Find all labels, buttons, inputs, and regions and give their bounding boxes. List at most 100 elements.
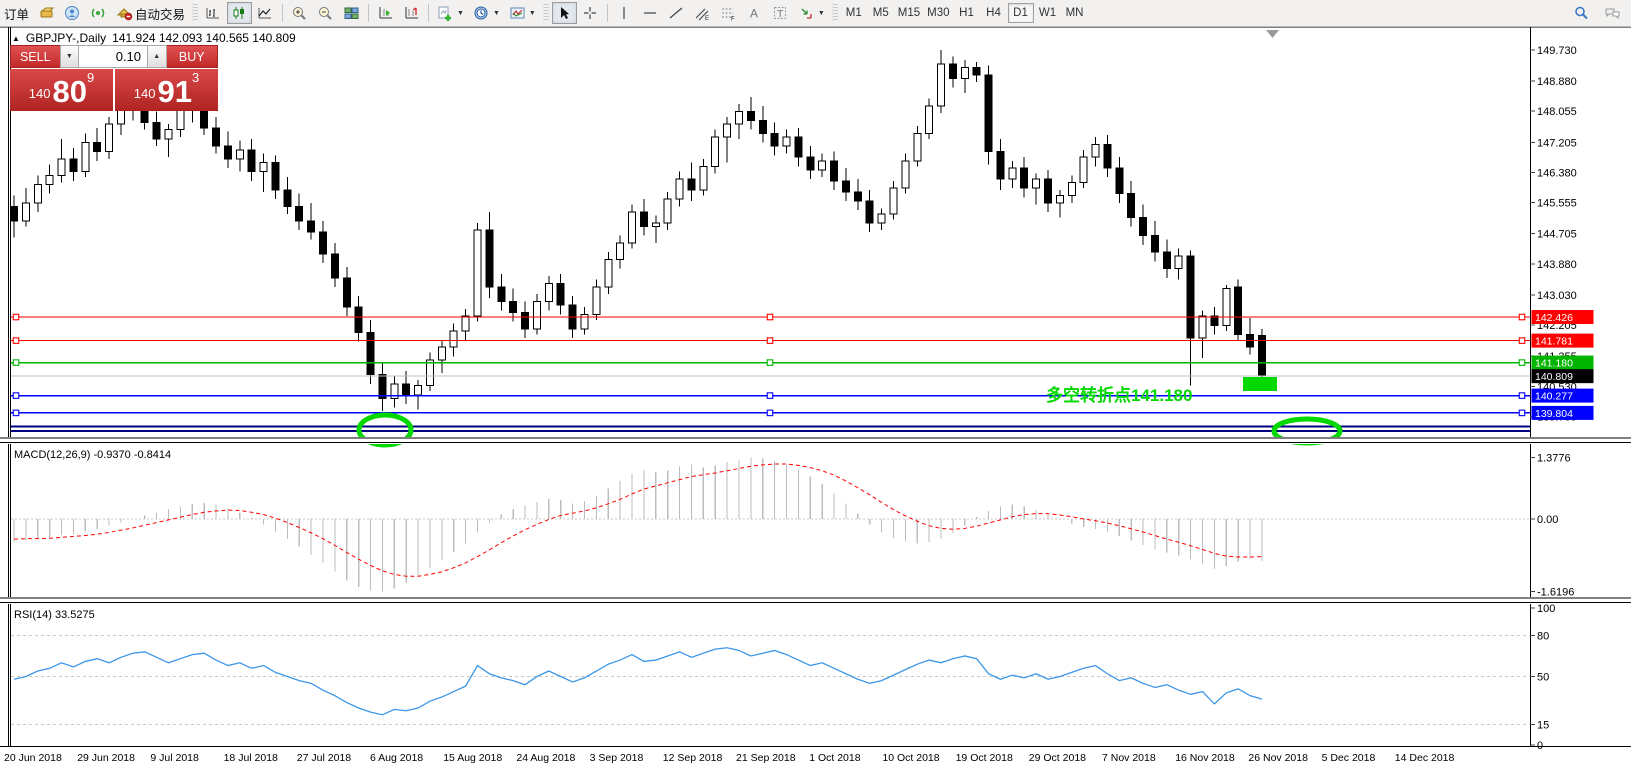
community-icon [64, 5, 81, 21]
rsi-axis-label: 100 [1537, 603, 1555, 615]
date-label: 14 Dec 2018 [1395, 752, 1455, 764]
buy-price-pip: 3 [191, 70, 200, 85]
periods-button[interactable]: ▼ [469, 2, 504, 24]
price-axis[interactable]: 149.730 148.880 148.055 147.205 146.380 145.5… [1530, 27, 1594, 752]
new-order-button[interactable]: 订单 [0, 2, 33, 24]
templates-button[interactable]: ▼ [505, 2, 540, 24]
chart-shift-button[interactable] [399, 2, 424, 24]
price-tick-label: 145.555 [1537, 198, 1577, 210]
toolbar-grip [831, 4, 838, 22]
horizontal-line-139.804[interactable] [11, 409, 1530, 417]
candlestick-button[interactable] [227, 2, 253, 24]
timeframe-mn-button[interactable]: MN [1062, 3, 1088, 23]
macd-histogram [13, 457, 1263, 592]
chat-button[interactable] [1600, 2, 1625, 24]
arrows-button[interactable]: ▼ [794, 2, 829, 24]
tile-windows-button[interactable] [339, 2, 364, 24]
timeframe-m15-button[interactable]: M15 [895, 3, 923, 23]
ohlc-values: 141.924 142.093 140.565 140.809 [112, 31, 296, 45]
trendline-button[interactable] [664, 2, 689, 24]
text-label-button[interactable]: T [768, 2, 793, 24]
line-chart-button[interactable] [253, 2, 278, 24]
price-tick-label: 146.380 [1537, 167, 1577, 179]
price-tick-label: 148.055 [1537, 106, 1577, 118]
sell-price-pip: 9 [86, 70, 95, 85]
horizontal-line-140.277[interactable] [11, 392, 1530, 399]
svg-text:F: F [731, 17, 735, 22]
template-icon [509, 5, 526, 21]
gold-box-icon [38, 5, 55, 21]
date-label: 5 Dec 2018 [1322, 752, 1376, 764]
buy-price-display[interactable]: 140 91 3 [115, 69, 218, 111]
text-icon: A [746, 5, 763, 21]
search-button[interactable] [1569, 2, 1594, 24]
channel-button[interactable]: E [690, 2, 715, 24]
sell-price-display[interactable]: 140 80 9 [10, 69, 113, 111]
candlestick-icon [231, 5, 248, 21]
date-label: 12 Sep 2018 [663, 752, 723, 764]
date-label: 3 Sep 2018 [590, 752, 644, 764]
vertical-line-button[interactable] [612, 2, 637, 24]
crosshair-button[interactable] [578, 2, 603, 24]
sell-button[interactable]: SELL [10, 45, 60, 68]
time-axis[interactable]: 20 Jun 2018 29 Jun 2018 9 Jul 2018 18 Jul 2… [0, 745, 1631, 765]
line-chart-icon [257, 5, 274, 21]
date-label: 20 Jun 2018 [4, 752, 62, 764]
timeframe-h4-button[interactable]: H4 [981, 3, 1007, 23]
timeframe-m5-button[interactable]: M5 [868, 3, 894, 23]
trendline-icon [668, 5, 685, 21]
macd-axis-label: 0.00 [1537, 514, 1558, 526]
zoom-in-button[interactable] [287, 2, 312, 24]
rsi-pane[interactable]: RSI(14) 33.5275 [11, 609, 1530, 725]
search-icon [1573, 5, 1590, 21]
price-tick-label: 147.205 [1537, 137, 1577, 149]
date-label: 15 Aug 2018 [443, 752, 502, 764]
horizontal-line-button[interactable] [638, 2, 663, 24]
timeframe-d1-button[interactable]: D1 [1007, 3, 1034, 23]
date-label: 10 Oct 2018 [882, 752, 939, 764]
chevron-down-icon: ▼ [528, 9, 536, 17]
volume-input[interactable] [79, 45, 148, 68]
market-watch-button[interactable] [34, 2, 59, 24]
timeframe-m30-button[interactable]: M30 [924, 3, 952, 23]
autoscroll-button[interactable] [373, 2, 398, 24]
rsi-label: RSI(14) 33.5275 [14, 609, 95, 621]
horizontal-line-141.781[interactable] [11, 337, 1530, 344]
rsi-line [13, 647, 1263, 716]
rsi-axis-label: 50 [1537, 672, 1549, 684]
timeframe-h1-button[interactable]: H1 [954, 3, 980, 23]
price-pane[interactable]: 多空转折点141.180 [10, 30, 1531, 448]
horizontal-line-141.18[interactable] [11, 359, 1530, 366]
volume-decrease-button[interactable]: ▼ [59, 45, 80, 68]
date-label: 18 Jul 2018 [224, 752, 278, 764]
zoom-out-button[interactable] [313, 2, 338, 24]
zoom-out-icon [317, 5, 334, 21]
timeframe-m1-button[interactable]: M1 [841, 3, 867, 23]
bar-chart-button[interactable] [201, 2, 226, 24]
signals-button[interactable] [86, 2, 111, 24]
new-chart-button[interactable]: ▼ [433, 2, 468, 24]
buy-button[interactable]: BUY [166, 45, 219, 68]
line-price-label: 139.804 [1535, 408, 1573, 420]
collapse-panel-icon[interactable]: ▲ [12, 33, 20, 43]
rsi-axis-label: 80 [1537, 630, 1549, 642]
macd-axis-label: 1.3776 [1537, 452, 1571, 464]
fibonacci-button[interactable]: F [716, 2, 741, 24]
chart-shift-icon [403, 5, 420, 21]
chat-icon [1604, 5, 1621, 21]
horizontal-line-142.426[interactable] [11, 313, 1530, 321]
buy-price-big: 91 [157, 74, 192, 109]
text-button[interactable]: A [742, 2, 767, 24]
volume-increase-button[interactable]: ▲ [147, 45, 167, 68]
autotrading-button[interactable]: 自动交易 [112, 2, 189, 24]
one-click-trading-panel: SELL ▼ ▲ BUY 140 80 9 140 91 3 [10, 45, 219, 111]
chart-shift-marker[interactable] [1266, 30, 1279, 38]
macd-pane[interactable]: MACD(12,26,9) -0.9370 -0.8414 [11, 449, 1530, 592]
timeframe-w1-button[interactable]: W1 [1035, 3, 1061, 23]
macd-label: MACD(12,26,9) -0.9370 -0.8414 [14, 449, 171, 461]
line-price-label: 141.180 [1535, 358, 1573, 370]
community-button[interactable] [60, 2, 85, 24]
cursor-button[interactable] [551, 2, 577, 24]
tile-windows-icon [343, 5, 360, 21]
